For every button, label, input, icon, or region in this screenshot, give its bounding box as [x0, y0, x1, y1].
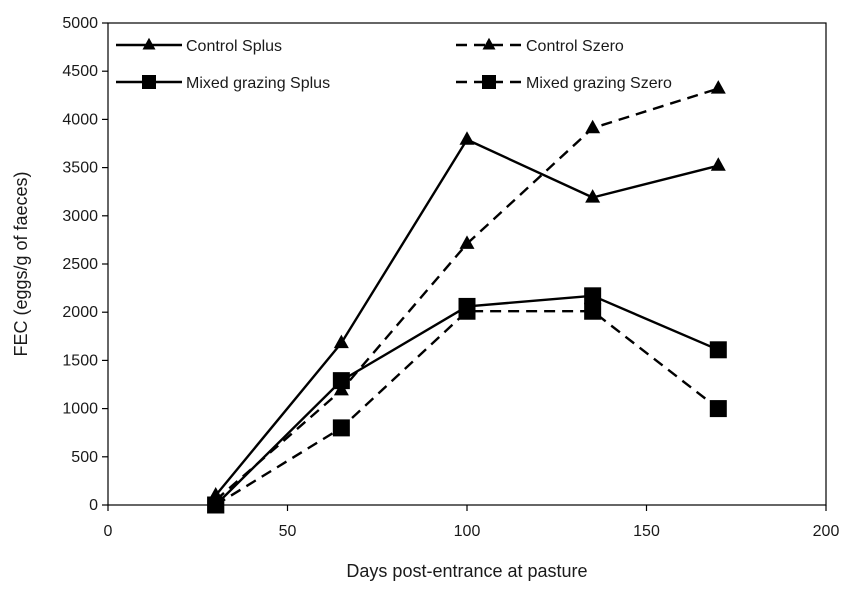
axes: 0500100015002000250030003500400045005000… — [62, 15, 839, 540]
plot-frame — [107, 22, 827, 506]
data-point — [459, 235, 475, 249]
y-tick-label: 1000 — [62, 401, 98, 418]
y-tick-label: 500 — [71, 449, 98, 466]
legend-marker — [142, 37, 156, 50]
y-tick-label: 2500 — [62, 256, 98, 273]
data-point — [458, 302, 476, 320]
legend-marker — [482, 75, 496, 89]
x-axis-title: Days post-entrance at pasture — [346, 561, 587, 581]
legend-label: Mixed grazing Szero — [526, 75, 672, 92]
y-tick-label: 3000 — [62, 208, 98, 225]
legend-entry: Mixed grazing Splus — [116, 75, 330, 92]
y-tick-label: 1500 — [62, 352, 98, 369]
data-point — [207, 496, 225, 514]
y-tick-label: 4500 — [62, 63, 98, 80]
y-tick-label: 4000 — [62, 111, 98, 128]
x-tick-label: 50 — [279, 523, 297, 540]
y-tick-label: 0 — [89, 497, 98, 514]
series-line — [215, 310, 720, 507]
legend-entry: Control Szero — [456, 37, 624, 55]
data-point — [584, 287, 602, 305]
data-point — [332, 419, 350, 437]
x-tick-label: 150 — [633, 523, 660, 540]
legend: Control Splus Control Szero Mixed grazing … — [116, 37, 672, 92]
series-line — [214, 87, 719, 502]
data-point — [709, 341, 727, 359]
legend-entry: Mixed grazing Szero — [456, 75, 672, 92]
legend-marker — [482, 37, 496, 50]
data-point — [333, 334, 349, 349]
legend-entry: Control Splus — [116, 37, 282, 55]
legend-label: Mixed grazing Splus — [186, 75, 330, 92]
y-tick-label: 3500 — [62, 160, 98, 177]
y-axis-title: FEC (eggs/g of faeces) — [11, 171, 31, 356]
data-point — [585, 189, 601, 203]
series-mixed-grazing-splus — [207, 287, 727, 514]
x-tick-label: 200 — [813, 523, 840, 540]
data-point — [585, 119, 601, 134]
data-point — [459, 131, 475, 145]
series-layer — [207, 80, 727, 514]
data-point — [584, 302, 602, 320]
data-point — [709, 400, 727, 418]
legend-label: Control Splus — [186, 38, 282, 55]
data-point — [332, 372, 350, 390]
x-tick-label: 0 — [104, 523, 113, 540]
series-mixed-grazing-szero — [207, 302, 727, 514]
x-tick-label: 100 — [454, 523, 481, 540]
data-point — [710, 157, 726, 171]
y-tick-label: 5000 — [62, 15, 98, 32]
y-tick-label: 2000 — [62, 304, 98, 321]
legend-label: Control Szero — [526, 38, 624, 55]
legend-marker — [142, 75, 156, 89]
series-line — [214, 294, 719, 506]
data-point — [710, 80, 726, 94]
